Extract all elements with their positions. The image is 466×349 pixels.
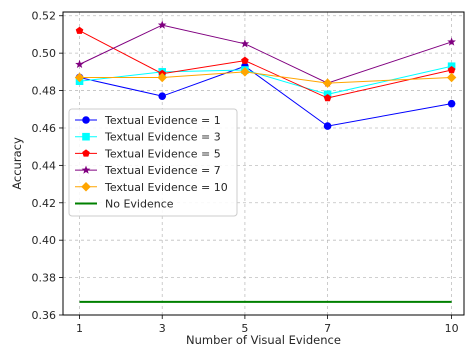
data-point bbox=[157, 72, 167, 83]
legend-label: No Evidence bbox=[105, 198, 174, 211]
x-tick-label: 10 bbox=[445, 322, 459, 335]
legend-item: Textual Evidence = 7 bbox=[75, 164, 221, 177]
y-tick-label: 0.36 bbox=[32, 309, 57, 322]
data-point bbox=[447, 65, 456, 74]
data-point bbox=[323, 94, 332, 102]
data-point bbox=[158, 92, 167, 100]
x-tick-label: 5 bbox=[241, 322, 248, 335]
data-point bbox=[447, 37, 456, 46]
legend-item: Textual Evidence = 5 bbox=[75, 147, 221, 160]
data-point bbox=[240, 39, 250, 48]
y-tick-label: 0.50 bbox=[32, 47, 57, 60]
data-point bbox=[82, 149, 90, 157]
data-point bbox=[81, 165, 91, 174]
y-tick-label: 0.46 bbox=[32, 122, 57, 135]
legend-label: Textual Evidence = 5 bbox=[104, 147, 221, 160]
y-tick-label: 0.52 bbox=[32, 10, 57, 23]
data-point bbox=[82, 116, 90, 124]
legend-box bbox=[68, 108, 238, 217]
data-point bbox=[241, 56, 249, 64]
data-point bbox=[75, 59, 84, 69]
x-tick-label: 3 bbox=[159, 322, 166, 335]
series bbox=[75, 26, 456, 102]
legend-label: Textual Evidence = 10 bbox=[104, 181, 228, 194]
axes: 1 3 5 7 10 0.36 0.38 0.40 0.42 0.44 0.46 0.48 0.50 0.… bbox=[32, 10, 459, 335]
y-tick-label: 0.38 bbox=[32, 272, 57, 285]
series bbox=[74, 67, 457, 88]
data-point bbox=[447, 99, 456, 108]
legend-label: Textual Evidence = 1 bbox=[104, 114, 221, 127]
legend-item: Textual Evidence = 1 bbox=[75, 114, 221, 127]
y-tick-label: 0.40 bbox=[32, 234, 57, 247]
data-point bbox=[82, 132, 90, 141]
legend-item: No Evidence bbox=[75, 198, 174, 211]
legend-label: Textual Evidence = 7 bbox=[104, 164, 221, 177]
data-point bbox=[74, 72, 85, 83]
series-line bbox=[79, 30, 452, 99]
x-tick-label: 7 bbox=[324, 322, 331, 335]
legend-item: Textual Evidence = 10 bbox=[75, 181, 228, 194]
legend-item: Textual Evidence = 3 bbox=[75, 131, 221, 144]
y-tick-label: 0.48 bbox=[32, 85, 57, 98]
series-layer bbox=[74, 20, 457, 303]
data-point bbox=[322, 78, 333, 88]
legend-label: Textual Evidence = 3 bbox=[104, 131, 221, 144]
data-point bbox=[446, 72, 457, 83]
data-point bbox=[81, 182, 91, 192]
y-axis-label: Accuracy bbox=[10, 137, 24, 190]
data-point bbox=[240, 67, 250, 77]
plot-frame bbox=[62, 11, 465, 316]
x-axis-label: Number of Visual Evidence bbox=[186, 333, 341, 347]
data-point bbox=[75, 26, 84, 34]
data-point bbox=[323, 122, 332, 130]
series bbox=[75, 20, 456, 87]
y-tick-label: 0.44 bbox=[32, 159, 57, 172]
x-tick-label: 1 bbox=[76, 322, 83, 335]
legend: Textual Evidence = 1 Textual Evidence = 3… bbox=[68, 108, 238, 217]
data-point bbox=[157, 20, 167, 29]
y-tick-label: 0.42 bbox=[32, 197, 57, 210]
